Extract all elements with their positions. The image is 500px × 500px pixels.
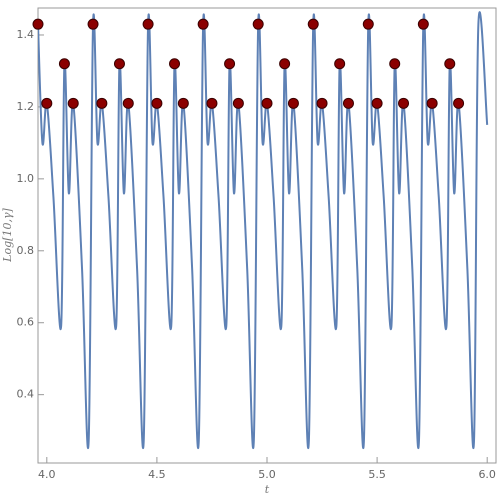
curve [38,11,489,450]
peak-point [224,58,236,70]
x-axis-label: t [265,483,270,496]
peak-point [453,97,465,109]
peak-point [342,97,354,109]
peak-point [261,97,273,109]
peak-point [96,97,108,109]
peak-point [444,58,456,70]
peak-point [122,97,134,109]
peak-point [417,18,429,30]
y-tick-label: 1.2 [17,100,35,113]
peak-point [398,97,410,109]
peak-point [87,18,99,30]
x-tick-label: 5.0 [258,468,276,481]
x-tick-label: 4.0 [38,468,56,481]
peak-point [362,18,374,30]
peak-point [426,97,438,109]
peak-point [334,58,346,70]
x-tick-label: 4.5 [148,468,166,481]
peak-point [316,97,328,109]
x-tick-label: 5.5 [368,468,386,481]
peak-point [389,58,401,70]
x-tick-label: 6.0 [478,468,496,481]
peak-point [279,58,291,70]
peak-point [58,58,70,70]
peak-point [113,58,125,70]
y-tick-label: 1.0 [17,172,35,185]
y-axis-label: Log[10,γ] [1,207,14,262]
peak-point [206,97,218,109]
y-tick-label: 0.4 [17,388,35,401]
peak-point [252,18,264,30]
peak-point [232,97,244,109]
peak-point [142,18,154,30]
peak-point [67,97,79,109]
peak-point [197,18,209,30]
plot-frame [37,7,497,464]
peak-point [371,97,383,109]
peak-point [169,58,181,70]
y-tick-label: 1.4 [17,28,35,41]
peak-point [177,97,189,109]
peak-point [32,18,44,30]
y-tick-label: 0.8 [17,244,35,257]
y-tick-label: 0.6 [17,316,35,329]
peak-point [151,97,163,109]
peak-point [287,97,299,109]
peak-point [307,18,319,30]
peak-point [41,97,53,109]
